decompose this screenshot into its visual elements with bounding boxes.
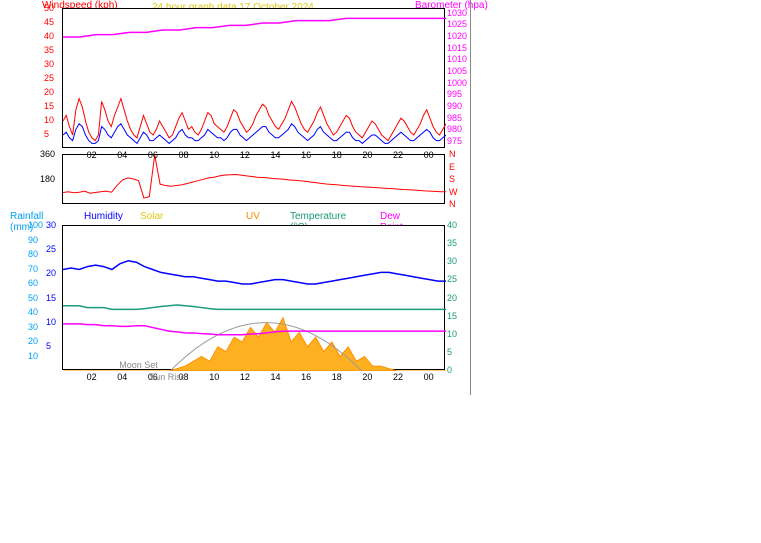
wind-direction-panel — [62, 154, 445, 204]
moonset-label: Moon Set — [119, 360, 158, 370]
wind-barometer-panel — [62, 8, 445, 148]
p3-label: Solar — [140, 211, 163, 222]
temp-humidity-chart — [63, 226, 446, 371]
p3-label: Humidity — [84, 211, 123, 222]
wind-direction-chart — [63, 155, 446, 205]
p3-label: UV — [246, 211, 260, 222]
weather-graph-page: 24 hour graph data 17 October 2024 Winds… — [0, 0, 761, 543]
vertical-divider — [470, 0, 471, 395]
wind-barometer-chart — [63, 9, 446, 149]
sunrise-label: Sun Rise — [149, 372, 186, 382]
temp-humidity-panel — [62, 225, 445, 370]
